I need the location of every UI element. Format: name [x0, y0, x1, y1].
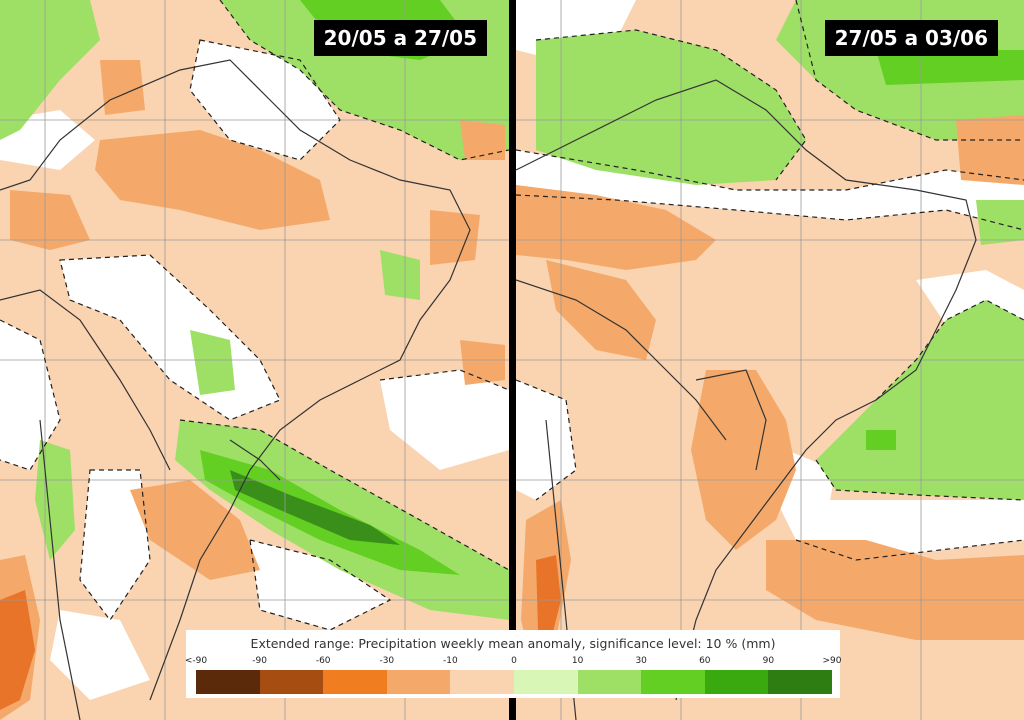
legend-tick: -60 [315, 656, 331, 666]
period-label: 20/05 a 27/05 [313, 20, 487, 56]
legend-swatch [577, 670, 642, 694]
legend-swatch [641, 670, 705, 694]
legend-tick: 10 [571, 656, 584, 666]
wet-area [190, 330, 235, 395]
wet-area [0, 0, 100, 140]
period-label: 27/05 a 03/06 [824, 20, 998, 56]
country-borders [0, 59, 471, 720]
dry-area [956, 115, 1024, 185]
dry-area [691, 370, 796, 550]
dry-area [766, 540, 1024, 640]
dry-area [536, 555, 561, 640]
dry-area [10, 190, 90, 250]
legend-tick: -90 [252, 656, 267, 666]
panel-divider [509, 0, 516, 720]
no-signal-area [380, 370, 509, 470]
significance-contours [516, 0, 1024, 561]
no-signal-area [50, 610, 150, 700]
significance-contours [0, 0, 509, 631]
legend-tick: >90 [822, 656, 842, 666]
lat-lon-grid [516, 0, 1024, 720]
dry-area [460, 120, 505, 160]
legend-swatch [323, 670, 387, 694]
legend-tick: 0 [511, 656, 517, 666]
legend-tick: -10 [443, 656, 458, 666]
legend-tick: 90 [762, 656, 775, 666]
legend-tick: 60 [699, 656, 711, 666]
legend-swatch [196, 670, 260, 694]
dry-area [516, 185, 716, 270]
legend-swatch [768, 670, 832, 694]
legend-tick: -30 [379, 656, 395, 666]
legend-tick-labels: <-90 -90 -60 -30 -10 0 10 30 60 90 >90 [184, 656, 842, 668]
dry-area [130, 480, 260, 580]
dry-area [0, 590, 35, 710]
dry-area [546, 260, 656, 360]
dry-area [460, 340, 505, 385]
wet-area [866, 430, 896, 450]
dry-area [430, 210, 480, 265]
map-panel-right: 27/05 a 03/06 [516, 0, 1024, 720]
map-panel-left: 20/05 a 27/05 [0, 0, 509, 720]
legend-tick: 30 [635, 656, 647, 666]
legend-swatch [450, 670, 514, 694]
lat-lon-grid [0, 0, 509, 720]
legend-swatch [513, 670, 578, 694]
legend-title: Extended range: Precipitation weekly mea… [250, 636, 776, 651]
no-signal-area [516, 150, 1024, 230]
legend-tick: <-90 [184, 656, 208, 666]
legend-swatch [259, 670, 324, 694]
legend-swatch [386, 670, 451, 694]
no-signal-area [80, 470, 150, 620]
legend-swatch [704, 670, 769, 694]
dry-area [95, 130, 330, 230]
wet-area [876, 50, 1024, 85]
wet-area [380, 250, 420, 300]
anomaly-map-left [0, 0, 509, 720]
dry-area [100, 60, 145, 115]
legend-color-bar [196, 670, 832, 694]
wet-area [230, 470, 400, 545]
wet-area [536, 30, 806, 185]
wet-area [976, 200, 1024, 245]
colorbar-legend: Extended range: Precipitation weekly mea… [184, 630, 842, 698]
anomaly-map-right [516, 0, 1024, 720]
